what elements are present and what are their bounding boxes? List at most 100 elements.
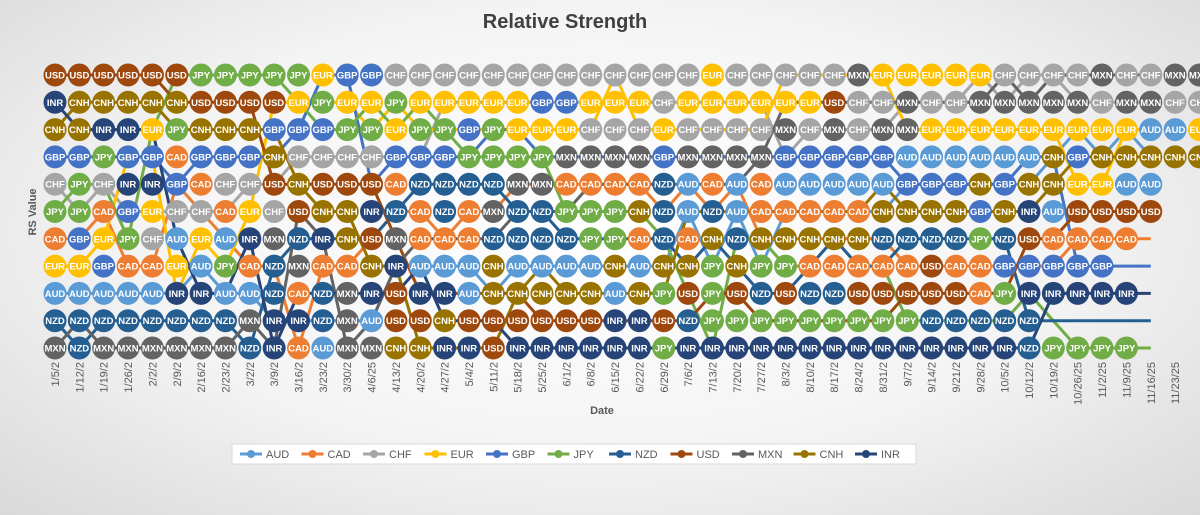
marker-aud: AUD [1163,118,1187,142]
marker-aud: AUD [676,200,700,223]
marker-usd: USD [1114,200,1138,223]
marker-cnh: CNH [895,200,919,223]
marker-gbp: GBP [822,145,846,169]
marker-label: AUD [678,207,699,218]
marker-label: JPY [971,234,990,245]
marker-usd: USD [822,90,846,114]
marker-label: CAD [313,262,334,273]
marker-mxn: MXN [676,145,700,169]
marker-gbp: GBP [238,145,262,169]
marker-label: CHF [1044,71,1064,82]
marker-label: CHF [191,207,211,218]
marker-inr: INR [238,227,262,251]
marker-label: CHF [1190,98,1200,109]
marker-label: NZD [313,289,333,300]
marker-label: AUD [824,180,845,191]
marker-chf: CHF [481,63,505,87]
marker-inr: INR [1017,200,1041,223]
marker-label: CNH [69,98,90,109]
marker-label: CHF [849,98,869,109]
marker-chf: CHF [993,63,1017,87]
marker-eur: EUR [165,254,189,278]
legend-item-nzd: NZD [609,449,658,461]
marker-label: AUD [775,180,796,191]
x-tick-label: 3/9/2 [269,362,281,386]
marker-label: MXN [239,316,260,327]
marker-label: EUR [94,234,114,245]
marker-label: NZD [946,316,966,327]
marker-jpy: JPY [262,63,286,87]
marker-cad: CAD [433,227,457,251]
marker-eur: EUR [920,118,944,142]
marker-label: NZD [118,316,138,327]
marker-label: NZD [824,289,844,300]
marker-aud: AUD [213,227,237,251]
marker-aud: AUD [774,172,797,196]
marker-chf: CHF [1017,63,1041,87]
marker-label: USD [849,289,869,300]
legend-item-gbp: GBP [486,449,535,461]
marker-cad: CAD [700,172,724,196]
marker-mxn: MXN [627,145,651,169]
marker-label: CAD [434,234,455,245]
marker-mxn: MXN [700,145,724,169]
marker-label: INR [802,344,819,355]
marker-label: NZD [1019,316,1039,327]
marker-jpy: JPY [384,90,408,114]
x-tick-label: 7/13/2 [707,362,719,393]
marker-jpy: JPY [700,281,724,305]
marker-usd: USD [189,90,213,114]
marker-label: CAD [605,180,626,191]
marker-label: NZD [654,180,674,191]
marker-label: EUR [654,125,674,136]
marker-gbp: GBP [140,145,164,169]
marker-label: CNH [288,180,309,191]
series-line-eur [55,73,1151,295]
marker-label: CAD [1043,234,1064,245]
x-tick-label: 7/27/2 [756,362,768,393]
marker-aud: AUD [165,227,189,251]
marker-jpy: JPY [238,63,262,87]
marker-label: MXN [1116,98,1137,109]
marker-label: EUR [1068,125,1088,136]
marker-aud: AUD [311,336,335,360]
x-tick-label: 5/4/2 [464,362,476,386]
marker-inr: INR [408,281,432,305]
marker-inr: INR [287,309,310,333]
marker-label: CHF [581,125,601,136]
marker-label: JPY [557,207,576,218]
marker-label: JPY [874,316,893,327]
marker-eur: EUR [993,118,1017,142]
marker-inr: INR [627,309,651,333]
marker-label: INR [315,234,332,245]
marker-label: INR [144,180,161,191]
marker-nzd: NZD [481,227,505,251]
marker-label: AUD [873,180,894,191]
marker-nzd: NZD [506,227,530,251]
marker-cnh: CNH [92,90,116,114]
marker-cad: CAD [627,227,651,251]
marker-nzd: NZD [67,336,91,360]
marker-aud: AUD [920,145,944,169]
marker-label: CNH [605,262,626,273]
marker-cnh: CNH [335,227,359,251]
marker-label: USD [1019,234,1039,245]
marker-jpy: JPY [847,309,871,333]
marker-nzd: NZD [700,200,724,223]
marker-cnh: CNH [530,281,554,305]
marker-label: GBP [873,152,894,163]
marker-inr: INR [140,172,164,196]
marker-label: CAD [824,207,845,218]
marker-label: CHF [240,180,260,191]
marker-label: NZD [703,207,723,218]
marker-jpy: JPY [67,200,91,223]
marker-aud: AUD [67,281,91,305]
marker-label: USD [1116,207,1136,218]
marker-inr: INR [433,281,457,305]
marker-aud: AUD [360,309,384,333]
marker-label: EUR [142,207,162,218]
marker-label: INR [583,344,600,355]
marker-inr: INR [968,336,992,360]
marker-cnh: CNH [43,118,67,142]
marker-eur: EUR [579,90,603,114]
